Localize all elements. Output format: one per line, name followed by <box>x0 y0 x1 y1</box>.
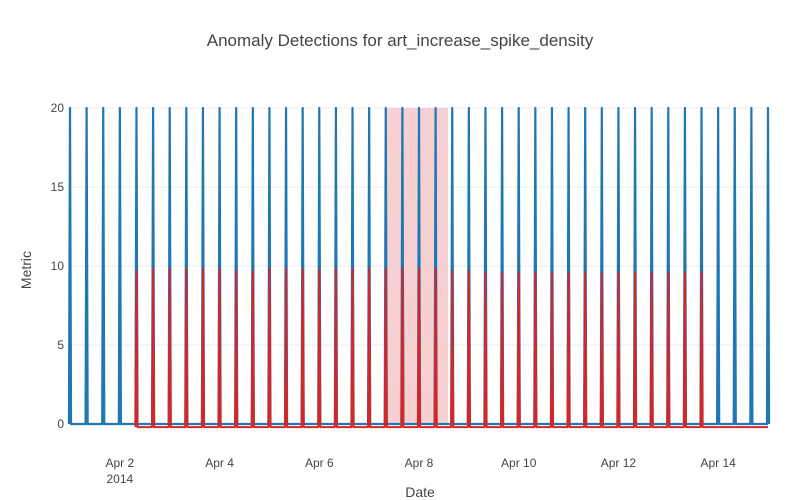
x-tick-label: Apr 6 <box>305 456 334 470</box>
x-axis-ticks: Apr 2 2014 Apr 4 Apr 6 Apr 8 Apr 10 Apr 12 Apr … <box>106 456 737 486</box>
y-tick-label: 15 <box>51 180 65 194</box>
x-tick-label: Apr 8 <box>405 456 434 470</box>
x-tick-label: Apr 2 <box>106 456 135 470</box>
x-tick-label: Apr 12 <box>601 456 637 470</box>
chart-title: Anomaly Detections for art_increase_spik… <box>207 31 594 50</box>
series-layer <box>67 106 771 429</box>
y-axis-ticks: 0 5 10 15 20 <box>51 101 65 431</box>
y-tick-label: 10 <box>51 259 65 273</box>
x-axis-title: Date <box>405 484 435 500</box>
anomaly-window <box>385 108 449 424</box>
x-tick-label: Apr 4 <box>205 456 234 470</box>
x-tick-label: Apr 10 <box>501 456 537 470</box>
y-axis-title: Metric <box>18 251 34 289</box>
y-tick-label: 20 <box>51 101 65 115</box>
anomaly-window-layer <box>385 108 449 424</box>
x-tick-sublabel: 2014 <box>107 472 134 486</box>
x-tick-label: Apr 14 <box>700 456 736 470</box>
y-tick-label: 0 <box>57 417 64 431</box>
series-red-line <box>134 268 768 429</box>
y-tick-label: 5 <box>57 338 64 352</box>
